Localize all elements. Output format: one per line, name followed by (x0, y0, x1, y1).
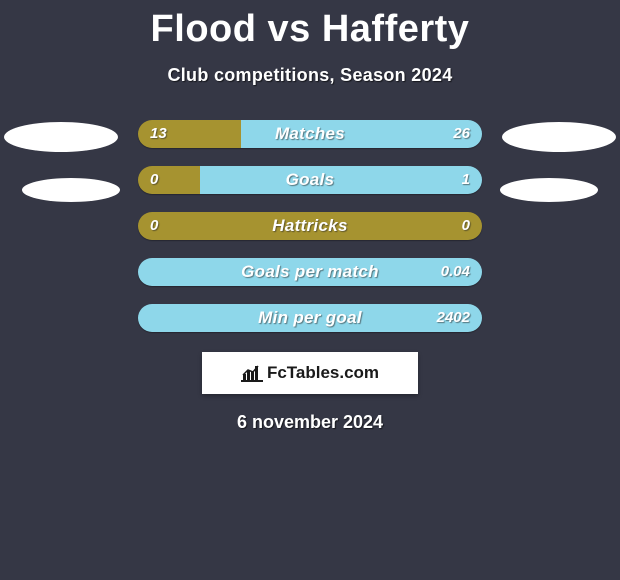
stat-bar-label: Goals per match (138, 258, 482, 286)
stat-bar-left-value: 0 (150, 166, 158, 194)
attribution-box: FcTables.com (202, 352, 418, 394)
stat-bar-right-value: 0 (462, 212, 470, 240)
stat-bar-left-value: 0 (150, 212, 158, 240)
date-line: 6 november 2024 (0, 412, 620, 433)
comparison-bars: Matches1326Goals01Hattricks00Goals per m… (0, 120, 620, 332)
stat-bar-left-value: 13 (150, 120, 167, 148)
stat-bar: Goals0 1 (138, 166, 482, 194)
player-left-oval-2 (22, 178, 120, 202)
stat-bar-right-value: 26 (453, 120, 470, 148)
page-title: Flood vs Hafferty (0, 0, 620, 51)
stat-bar-label: Goals (138, 166, 482, 194)
barchart-icon (241, 364, 263, 382)
stat-bar: Hattricks0 0 (138, 212, 482, 240)
stat-bar-label: Hattricks (138, 212, 482, 240)
stat-bar-right-value: 0.04 (441, 258, 470, 286)
stat-bar: Matches13 26 (138, 120, 482, 148)
player-right-oval-2 (500, 178, 598, 202)
stat-bar-right-value: 1 (462, 166, 470, 194)
page-subtitle: Club competitions, Season 2024 (0, 65, 620, 86)
stat-bar-right-value: 2402 (437, 304, 470, 332)
player-right-oval-1 (502, 122, 616, 152)
attribution-text: FcTables.com (267, 363, 379, 383)
player-left-oval-1 (4, 122, 118, 152)
stat-bar: Goals per match0.04 (138, 258, 482, 286)
stat-bar-label: Min per goal (138, 304, 482, 332)
stat-bar-label: Matches (138, 120, 482, 148)
stat-bar: Min per goal2402 (138, 304, 482, 332)
